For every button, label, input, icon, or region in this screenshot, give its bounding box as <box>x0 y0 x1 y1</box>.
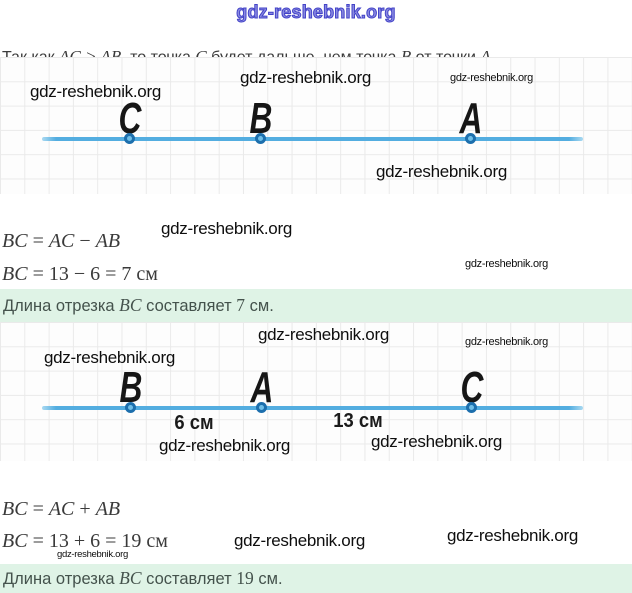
formula-text: + <box>74 498 96 520</box>
formula-text: BC <box>2 230 28 252</box>
answer-text: составляет <box>141 297 237 315</box>
site-watermark: gdz-reshebnik.org <box>371 432 502 451</box>
answer-box-2: Длина отрезка BC составляет 19 см. <box>0 564 632 593</box>
number-line-diagram-2: gdz-reshebnik.org gdz-reshebnik.org gdz-… <box>0 322 632 461</box>
site-watermark: gdz-reshebnik.org <box>376 162 507 181</box>
point-label-a: A <box>250 363 274 412</box>
site-watermark: gdz-reshebnik.org <box>30 82 161 101</box>
answer-unit: см. <box>253 570 283 588</box>
answer-text-2: Длина отрезка BC составляет 19 см. <box>3 564 632 593</box>
answer-box-1: Длина отрезка BC составляет 7 см. <box>0 289 632 322</box>
formula-text: AB <box>95 498 121 520</box>
point-marker-a <box>256 402 267 413</box>
site-watermark: gdz-reshebnik.org <box>258 325 389 344</box>
site-watermark: gdz-reshebnik.org <box>161 219 292 238</box>
answer-math-bc: BC <box>119 295 142 315</box>
number-line-diagram-1: gdz-reshebnik.org gdz-reshebnik.org gdz-… <box>0 57 632 194</box>
calculation-bc-19: BC = 13 + 6 = 19 см <box>2 530 168 553</box>
site-watermark: gdz-reshebnik.org <box>234 531 365 550</box>
answer-math-bc: BC <box>119 568 142 588</box>
answer-text: Длина отрезка <box>3 570 120 588</box>
site-watermark: gdz-reshebnik.org <box>44 348 175 367</box>
point-marker-b <box>125 402 136 413</box>
math-point-c: C <box>195 47 206 66</box>
site-watermark: gdz-reshebnik.org <box>240 68 371 87</box>
math-point-a: A <box>480 47 490 66</box>
point-marker-a <box>465 133 476 144</box>
answer-text: составляет <box>141 570 237 588</box>
formula-text: = 13 − 6 = 7 см <box>27 263 158 285</box>
formula-text: = 13 + 6 = 19 см <box>27 530 168 552</box>
formula-text: BC <box>2 530 28 552</box>
formula-text: BC <box>2 263 28 285</box>
point-label-c: C <box>460 363 484 412</box>
segment-length-ba: 6 см <box>174 412 214 434</box>
answer-number: 7 <box>236 295 246 315</box>
point-label-b: B <box>119 363 143 412</box>
point-label-b: B <box>249 94 273 143</box>
calculation-bc-7: BC = 13 − 6 = 7 см <box>2 263 158 286</box>
math-point-b: B <box>401 47 411 66</box>
number-line <box>42 137 583 141</box>
formula-text: = <box>27 230 49 252</box>
formula-text: AC <box>48 230 75 252</box>
site-watermark: gdz-reshebnik.org <box>57 549 128 560</box>
formula-bc-sum: BC = AC + AB <box>2 498 120 521</box>
point-marker-c <box>124 133 135 144</box>
point-marker-b <box>255 133 266 144</box>
formula-text: AB <box>95 230 121 252</box>
answer-text-1: Длина отрезка BC составляет 7 см. <box>3 289 632 323</box>
number-line <box>42 406 583 410</box>
site-watermark: gdz-reshebnik.org <box>465 336 548 348</box>
formula-text: = <box>27 498 49 520</box>
point-marker-c <box>466 402 477 413</box>
answer-text: Длина отрезка <box>3 297 120 315</box>
formula-text: AC <box>48 498 75 520</box>
site-watermark: gdz-reshebnik.org <box>447 526 578 545</box>
answer-unit: см. <box>245 297 274 315</box>
site-watermark-top: gdz-reshebnik.org <box>236 2 396 23</box>
answer-number: 19 <box>236 568 254 588</box>
point-label-a: A <box>459 94 483 143</box>
formula-bc-difference: BC = AC − AB <box>2 230 120 253</box>
point-label-c: C <box>118 94 142 143</box>
formula-text: − <box>74 230 96 252</box>
site-watermark: gdz-reshebnik.org <box>450 72 533 84</box>
segment-length-ac: 13 см <box>333 410 383 432</box>
site-watermark: gdz-reshebnik.org <box>159 436 290 455</box>
site-watermark: gdz-reshebnik.org <box>465 258 548 270</box>
formula-text: BC <box>2 498 28 520</box>
